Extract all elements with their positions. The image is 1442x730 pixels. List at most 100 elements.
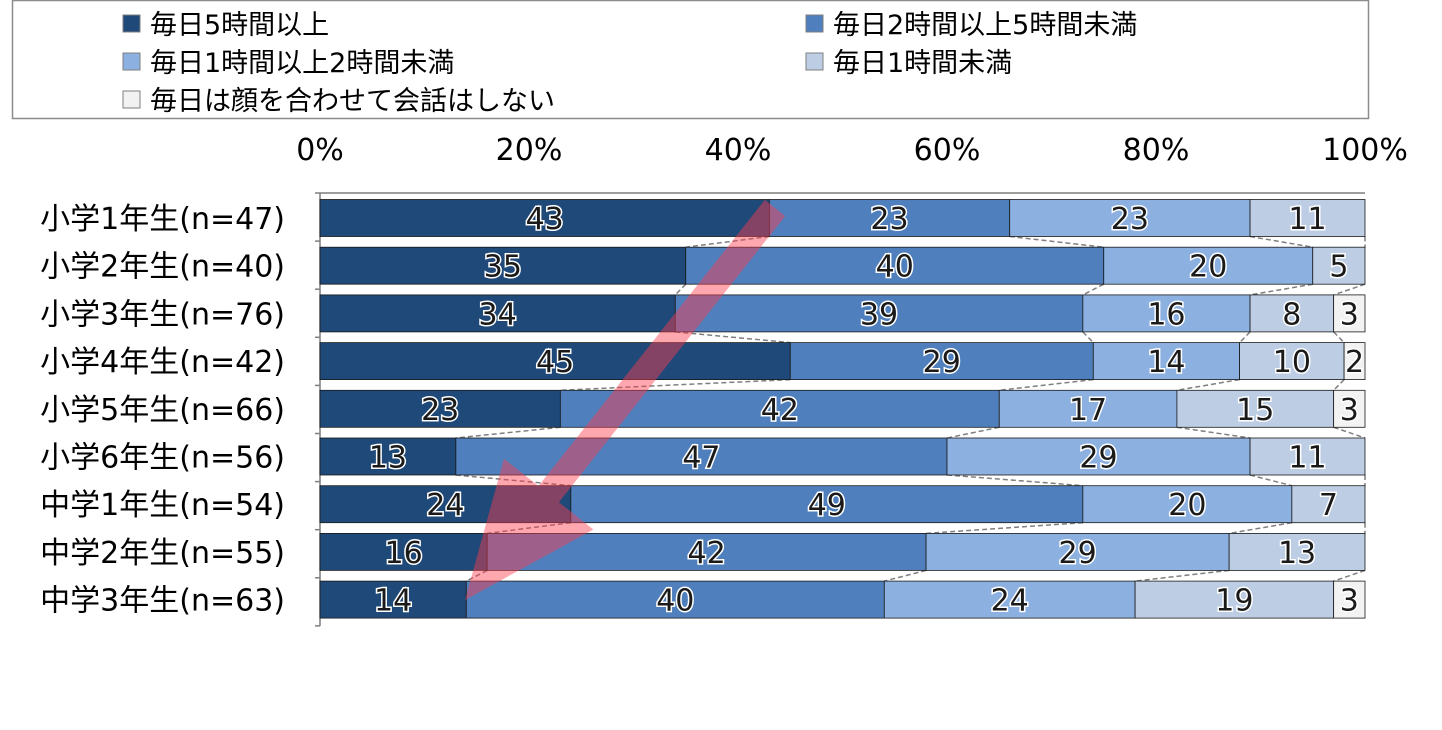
- bar-value-label: 3: [1340, 393, 1359, 428]
- connector-line: [1333, 426, 1366, 439]
- x-tick-label: 40%: [705, 133, 772, 168]
- bar-value-label: 11: [1288, 441, 1326, 476]
- connector-line: [946, 474, 1083, 487]
- bar-segment: [1009, 199, 1251, 237]
- bar-value-label: 24: [991, 584, 1029, 619]
- x-tick-label: 80%: [1123, 133, 1190, 168]
- bar-value-label: 8: [1282, 297, 1301, 332]
- bar-value-label: 24: [426, 488, 464, 523]
- bar-value-label: 5: [1329, 250, 1348, 285]
- connector-line: [926, 521, 1083, 535]
- bar-segment: [789, 342, 1094, 381]
- category-label: 小学4年生(n=42): [40, 345, 285, 380]
- connector-line: [1249, 283, 1313, 296]
- x-axis-ticks: 0% 20% 40% 60% 80% 100%: [296, 133, 1408, 168]
- bar-value-label: 16: [1147, 297, 1185, 332]
- bar-value-label: 42: [761, 393, 799, 428]
- legend-label: 毎日5時間以上: [150, 10, 329, 41]
- bar-segment: [319, 342, 791, 381]
- bar-segment: [559, 389, 1000, 428]
- legend-box: [11, 0, 1370, 120]
- connector-line: [487, 521, 571, 535]
- bar-value-label: 49: [808, 488, 846, 523]
- connector-line: [1333, 569, 1366, 582]
- bar-value-label: 29: [923, 345, 961, 380]
- connector-line: [946, 426, 1000, 439]
- connector-line: [1333, 283, 1366, 296]
- bar-segment: [1249, 199, 1366, 237]
- connector-line: [1135, 569, 1230, 582]
- connector-line: [675, 331, 791, 344]
- legend-label: 毎日2時間以上5時間未満: [833, 10, 1137, 41]
- bar-segment: [1333, 294, 1366, 333]
- bar-value-label: 23: [1111, 202, 1149, 237]
- bar-value-label: 19: [1215, 584, 1253, 619]
- bar-value-label: 23: [421, 393, 459, 428]
- connector-line: [455, 474, 571, 487]
- bar-value-label: 17: [1069, 393, 1107, 428]
- bar-value-label: 40: [876, 250, 914, 285]
- bar-segment: [946, 437, 1251, 476]
- bar-segment: [319, 389, 561, 428]
- bar-value-label: 23: [870, 202, 908, 237]
- bar-value-label: 29: [1079, 441, 1117, 476]
- bar-segment: [1103, 246, 1314, 285]
- connector-line: [1249, 235, 1313, 248]
- bar-segment: [768, 199, 1011, 237]
- x-tick-label: 0%: [296, 133, 344, 168]
- x-tick-label: 20%: [496, 133, 563, 168]
- bar-value-label: 2: [1345, 345, 1364, 380]
- legend-swatch: [122, 90, 141, 109]
- connector-line: [1082, 283, 1105, 296]
- bar-value-label: 20: [1189, 250, 1227, 285]
- trend-arrow: [465, 199, 786, 600]
- bar-segment: [465, 580, 885, 619]
- category-label: 小学1年生(n=47): [40, 202, 285, 237]
- bar-value-label: 14: [374, 584, 412, 619]
- bar-segment: [319, 580, 467, 619]
- bar-segment: [1343, 342, 1366, 381]
- category-label: 小学3年生(n=76): [40, 297, 285, 332]
- value-labels: 43 23 23 11 35 40 20 5 34 39 16 8 3 45 29 14 10 2 23 42 17 15…: [367, 201, 1365, 621]
- bar-segment: [925, 533, 1230, 571]
- bar-value-label: 47: [682, 441, 720, 476]
- bar-segment: [1082, 485, 1293, 524]
- legend-swatch: [805, 52, 824, 71]
- legend-label: 毎日1時間以上2時間未満: [150, 48, 454, 79]
- connector-line: [1333, 331, 1345, 344]
- bar-segment: [1333, 580, 1366, 619]
- bar-value-label: 29: [1059, 536, 1097, 571]
- bar-segment: [1249, 294, 1335, 333]
- category-labels: 小学1年生(n=47) 小学2年生(n=40) 小学3年生(n=76) 小学4年生(n…: [40, 202, 285, 619]
- category-label: 小学5年生(n=66): [40, 393, 285, 428]
- connector-line: [1009, 235, 1104, 248]
- red-arrow-icon: [465, 199, 786, 600]
- connector-line: [465, 569, 488, 582]
- connector-line: [1176, 426, 1251, 439]
- bar-value-label: 14: [1147, 345, 1185, 380]
- bars: [319, 199, 1366, 619]
- bar-value-label: 35: [484, 250, 522, 285]
- connector-line: [1176, 378, 1240, 392]
- bar-value-label: 11: [1288, 202, 1326, 237]
- x-tick-label: 60%: [914, 133, 981, 168]
- legend-swatch: [122, 14, 141, 33]
- connector-line: [999, 378, 1094, 392]
- bar-segment: [486, 533, 927, 571]
- connector-line: [884, 569, 927, 582]
- bar-value-label: 42: [688, 536, 726, 571]
- bar-segment: [1249, 437, 1366, 476]
- bar-segment: [570, 485, 1084, 524]
- connector-line: [1229, 521, 1292, 535]
- bar-segment: [1082, 294, 1251, 333]
- legend-label: 毎日1時間未満: [833, 48, 1012, 79]
- bar-segment: [685, 246, 1105, 285]
- connector-line: [1333, 379, 1345, 391]
- legend-swatch: [805, 14, 824, 33]
- bar-segment: [319, 246, 687, 285]
- x-tick-label: 100%: [1322, 133, 1408, 168]
- bar-value-label: 16: [385, 536, 423, 571]
- bar-segment: [319, 437, 457, 476]
- category-label: 中学2年生(n=55): [40, 536, 285, 571]
